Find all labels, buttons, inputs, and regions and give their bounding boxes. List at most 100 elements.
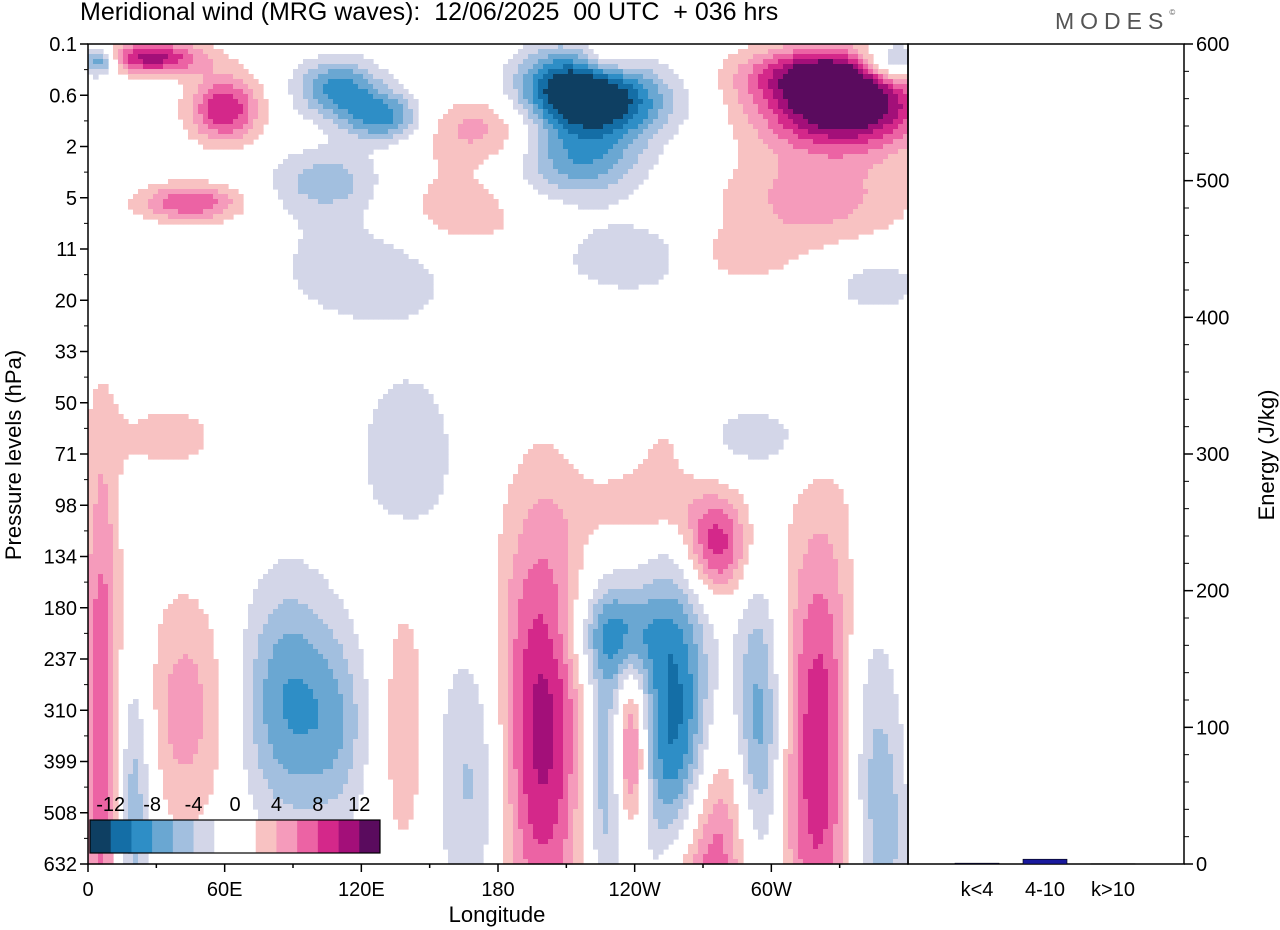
heatmap-cell (588, 94, 594, 100)
heatmap-cell (758, 89, 764, 95)
heatmap-cell (198, 209, 204, 215)
heatmap-cell (183, 84, 189, 90)
heatmap-cell (528, 174, 534, 180)
heatmap-cell (568, 119, 574, 125)
heatmap-cell (383, 114, 389, 120)
heatmap-cell (543, 59, 549, 65)
heatmap-cell (223, 199, 229, 205)
heatmap-cell (793, 219, 799, 225)
heatmap-cell (728, 114, 734, 120)
heatmap-cell (753, 139, 759, 145)
heatmap-cell (823, 219, 829, 225)
heatmap-cell (713, 254, 719, 260)
heatmap-cell (193, 84, 199, 90)
heatmap-cell (848, 194, 854, 200)
heatmap-cell (613, 84, 619, 90)
heatmap-cell (728, 64, 734, 70)
heatmap-cell (103, 394, 109, 400)
heatmap-cell (773, 244, 779, 250)
heatmap-cell (638, 264, 644, 270)
heatmap-cell (658, 439, 664, 445)
heatmap-cell (833, 144, 839, 150)
heatmap-cell (833, 104, 839, 110)
heatmap-cell (743, 144, 749, 150)
heatmap-cell (538, 54, 544, 60)
heatmap-cell (438, 209, 444, 215)
heatmap-cell (403, 399, 409, 405)
heatmap-cell (583, 94, 589, 100)
heatmap-cell (803, 209, 809, 215)
heatmap-cell (618, 164, 624, 170)
heatmap-cell (413, 309, 419, 315)
heatmap-cell (728, 439, 734, 445)
heatmap-cell (803, 119, 809, 125)
heatmap-cell (818, 234, 824, 240)
heatmap-cell (758, 424, 764, 430)
heatmap-cell (538, 109, 544, 115)
heatmap-cell (318, 199, 324, 205)
heatmap-cell (208, 214, 214, 220)
heatmap-cell (523, 104, 529, 110)
heatmap-cell (293, 264, 299, 270)
heatmap-cell (873, 299, 879, 305)
heatmap-cell (328, 294, 334, 300)
heatmap-cell (423, 194, 429, 200)
heatmap-cell (343, 264, 349, 270)
heatmap-cell (793, 189, 799, 195)
heatmap-cell (403, 404, 409, 410)
heatmap-cell (888, 129, 894, 135)
heatmap-cell (213, 99, 219, 105)
heatmap-cell (793, 69, 799, 75)
heatmap-cell (863, 94, 869, 100)
heatmap-cell (193, 79, 199, 85)
heatmap-cell (618, 254, 624, 260)
heatmap-cell (148, 64, 154, 70)
heatmap-cell (583, 74, 589, 80)
heatmap-cell (313, 199, 319, 205)
heatmap-cell (853, 274, 859, 280)
heatmap-cell (618, 239, 624, 245)
heatmap-cell (313, 219, 319, 225)
heatmap-cell (853, 219, 859, 225)
heatmap-cell (858, 144, 864, 150)
heatmap-cell (773, 154, 779, 160)
heatmap-cell (748, 109, 754, 115)
heatmap-cell (223, 124, 229, 130)
heatmap-cell (588, 104, 594, 110)
heatmap-cell (293, 94, 299, 100)
heatmap-cell (828, 69, 834, 75)
heatmap-cell (638, 89, 644, 95)
heatmap-cell (848, 204, 854, 210)
heatmap-cell (488, 149, 494, 155)
heatmap-cell (318, 254, 324, 260)
heatmap-cell (373, 304, 379, 310)
heatmap-cell (388, 99, 394, 105)
heatmap-cell (883, 114, 889, 120)
heatmap-cell (408, 119, 414, 125)
heatmap-cell (743, 439, 749, 445)
heatmap-cell (293, 209, 299, 215)
heatmap-cell (113, 449, 119, 455)
heatmap-cell (883, 189, 889, 195)
heatmap-cell (448, 189, 454, 195)
heatmap-cell (388, 134, 394, 140)
heatmap-cell (753, 164, 759, 170)
heatmap-cell (863, 164, 869, 170)
heatmap-cell (793, 254, 799, 260)
heatmap-cell (738, 194, 744, 200)
heatmap-cell (818, 184, 824, 190)
heatmap-cell (433, 144, 439, 150)
heatmap-cell (818, 74, 824, 80)
heatmap-cell (853, 189, 859, 195)
heatmap-cell (483, 104, 489, 110)
heatmap-cell (273, 169, 279, 175)
heatmap-cell (448, 169, 454, 175)
heatmap-cell (363, 269, 369, 275)
heatmap-cell (428, 204, 434, 210)
heatmap-cell (433, 409, 439, 415)
heatmap-cell (378, 239, 384, 245)
heatmap-cell (198, 194, 204, 200)
heatmap-cell (358, 149, 364, 155)
heatmap-cell (453, 229, 459, 235)
heatmap-cell (353, 304, 359, 310)
